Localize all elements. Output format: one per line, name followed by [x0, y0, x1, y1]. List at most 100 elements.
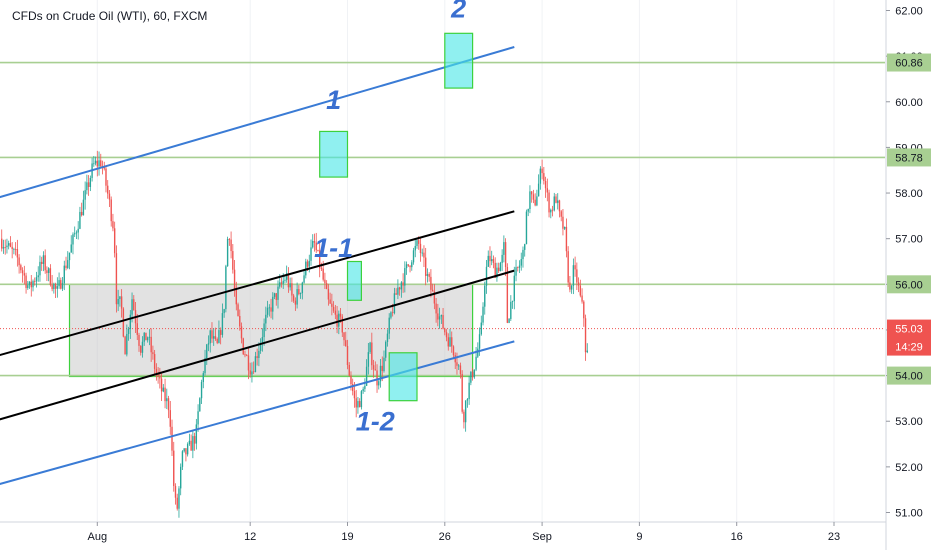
candle-body: [477, 348, 479, 357]
candle-body: [67, 260, 69, 268]
candle-body: [550, 209, 552, 213]
candle-body: [126, 333, 128, 355]
candle-body: [506, 266, 509, 323]
candle-body: [327, 288, 330, 300]
candle-body: [546, 188, 549, 193]
candle-body: [395, 293, 397, 295]
time-tick-label: Sep: [532, 531, 552, 543]
price-axis-bg: [886, 0, 932, 550]
candle-body: [108, 193, 111, 200]
candle-body: [459, 365, 462, 375]
candle-body: [185, 448, 187, 455]
candle-body: [442, 315, 444, 329]
candle-body: [173, 450, 175, 487]
candle-body: [530, 191, 533, 195]
candle-body: [282, 280, 284, 284]
candle-body: [430, 276, 432, 290]
candle-body: [223, 309, 225, 314]
candle-body: [117, 298, 119, 305]
candle-body: [285, 273, 288, 280]
candle-body: [178, 488, 180, 509]
candle-body: [27, 285, 29, 288]
candle-body: [239, 315, 241, 327]
candle-body: [572, 265, 575, 286]
candle-body: [213, 336, 215, 339]
candle-body: [70, 244, 72, 253]
candle-body: [544, 180, 547, 189]
candle-body: [388, 317, 390, 334]
candle-body: [28, 281, 31, 286]
candle-body: [431, 289, 434, 292]
candle-body: [520, 259, 522, 266]
wave-label: 2: [450, 0, 466, 24]
candle-body: [339, 313, 342, 317]
candle-body: [424, 257, 427, 276]
candle-body: [246, 355, 248, 357]
candle-body: [75, 232, 78, 234]
candle-body: [379, 365, 382, 382]
candle-body: [305, 261, 307, 276]
candle-body: [421, 252, 423, 254]
candle-body: [192, 436, 194, 451]
candle-body: [180, 466, 182, 489]
candle-body: [557, 200, 559, 203]
candle-body: [522, 249, 524, 260]
candle-body: [508, 318, 510, 323]
candle-body: [272, 296, 274, 312]
candle-body: [275, 293, 277, 300]
candle-body: [558, 200, 561, 212]
candle-body: [41, 261, 43, 264]
candle-body: [367, 352, 370, 367]
candle-body: [174, 486, 177, 498]
candle-body: [138, 334, 140, 346]
candle-body: [96, 160, 98, 167]
candle-body: [470, 371, 472, 383]
candle-body: [122, 308, 125, 337]
candle-body: [491, 259, 493, 262]
price-tick-label: 60.00: [895, 97, 923, 109]
candle-body: [244, 354, 246, 356]
candle-body: [249, 370, 251, 375]
candle-body: [4, 247, 6, 248]
candle-body: [390, 312, 392, 318]
candle-body: [80, 211, 83, 216]
candles: [1, 150, 588, 518]
candle-body: [292, 295, 295, 301]
candle-body: [169, 410, 171, 427]
candle-body: [211, 330, 213, 339]
candle-body: [407, 264, 410, 266]
candle-body: [440, 315, 443, 317]
candle-body: [159, 376, 161, 379]
candle-body: [515, 267, 517, 276]
candle-body: [124, 336, 126, 355]
candle-body: [518, 265, 521, 268]
candle-body: [369, 342, 371, 353]
candle-body: [475, 356, 477, 370]
candle-body: [35, 277, 38, 282]
candle-body: [146, 337, 149, 341]
candle-body: [39, 261, 41, 276]
candle-body: [461, 374, 463, 412]
candle-body: [252, 371, 255, 373]
candle-body: [404, 268, 406, 286]
candle-body: [254, 356, 257, 372]
candle-body: [284, 279, 286, 281]
candle-body: [416, 240, 418, 246]
candle-body: [247, 355, 250, 371]
candle-body: [228, 238, 231, 240]
candle-body: [360, 391, 363, 408]
candle-body: [51, 285, 53, 290]
candle-body: [513, 275, 515, 302]
candle-body: [221, 313, 224, 335]
candle-body: [345, 340, 347, 347]
candle-body: [398, 287, 401, 290]
candle-body: [435, 303, 437, 314]
target-box: [346, 260, 362, 301]
candle-body: [537, 183, 540, 197]
horizontal-levels: [0, 61, 885, 377]
candle-body: [214, 336, 217, 339]
time-tick-label: 23: [828, 531, 840, 543]
candle-body: [320, 268, 323, 270]
